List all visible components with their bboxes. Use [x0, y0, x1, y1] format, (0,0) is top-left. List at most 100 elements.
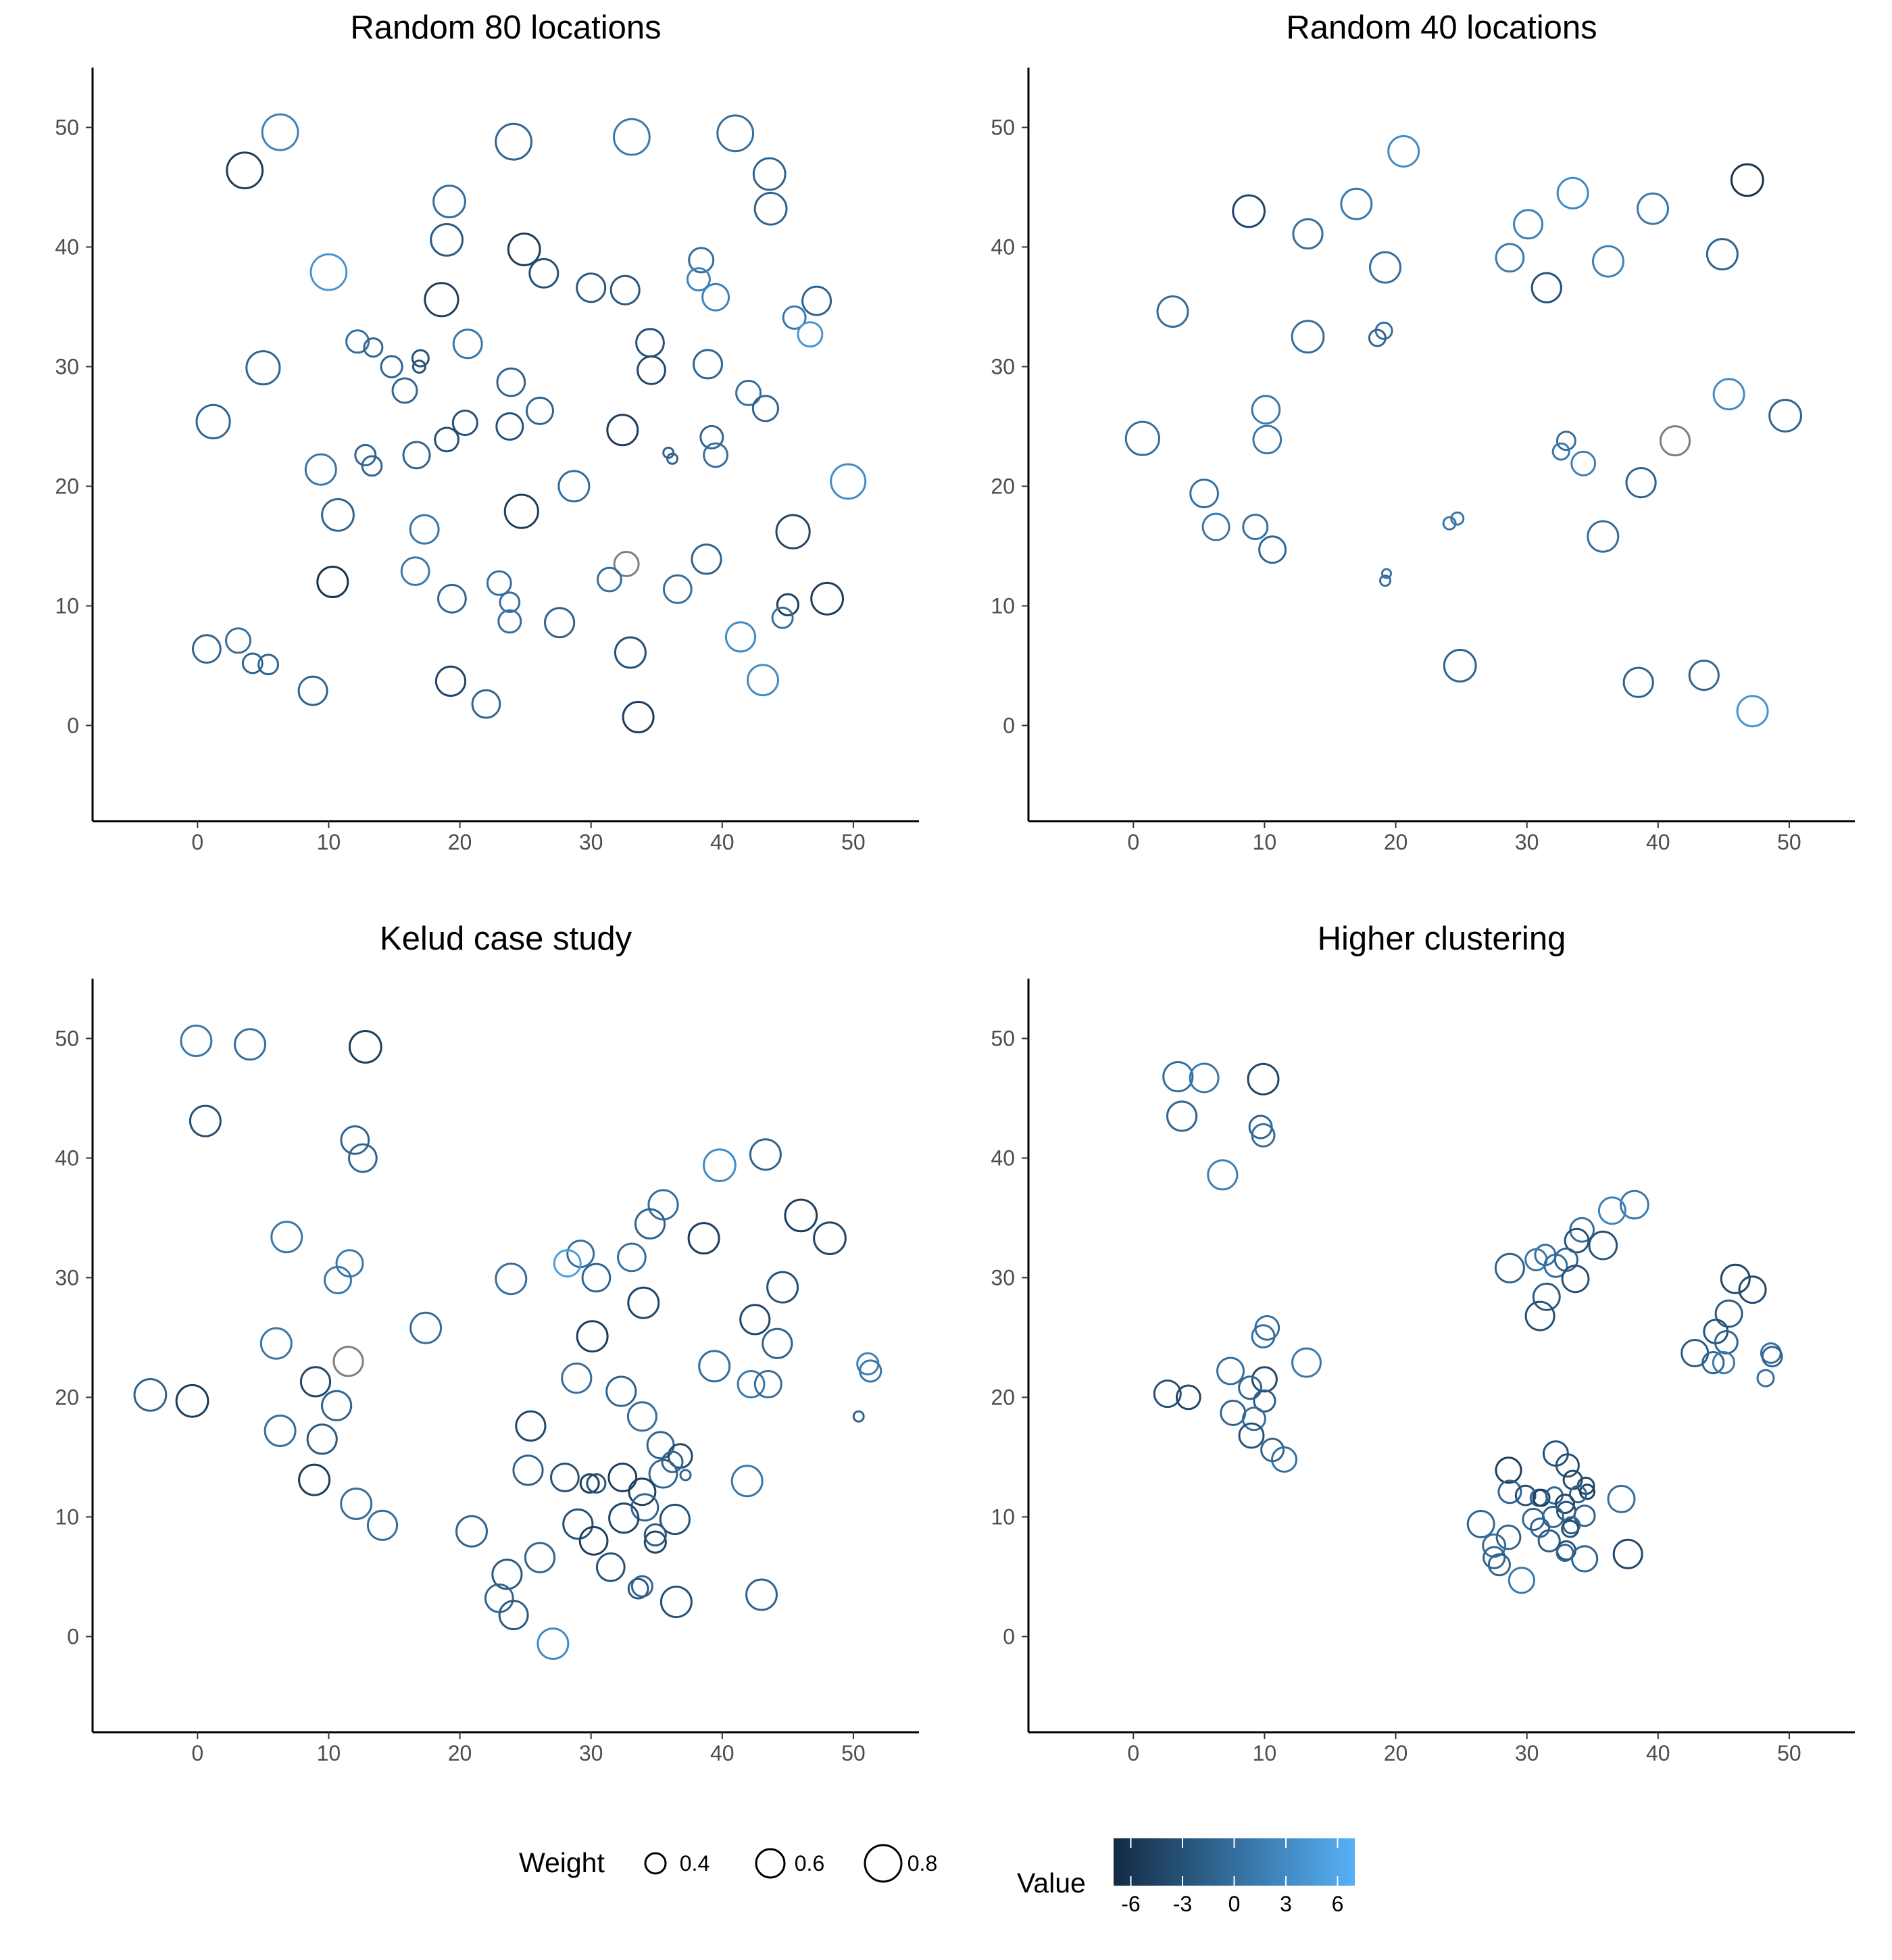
data-point [1568, 1485, 1587, 1504]
data-point [1251, 395, 1281, 425]
data-point [1537, 1529, 1561, 1552]
data-point [1714, 1299, 1743, 1328]
y-tick-label: 20 [55, 474, 79, 498]
x-tick-label: 0 [1127, 830, 1139, 854]
data-point [1555, 1453, 1580, 1478]
data-point [739, 1304, 771, 1336]
data-point [366, 1509, 399, 1541]
x-tick-label: 20 [1384, 1741, 1408, 1765]
data-point [1207, 1159, 1239, 1191]
data-point [1756, 1369, 1775, 1388]
data-point [430, 223, 464, 257]
x-tick-label: 10 [317, 830, 341, 854]
data-point [737, 1370, 766, 1398]
data-point [1483, 1546, 1506, 1569]
y-tick-label: 10 [991, 593, 1015, 618]
data-point [309, 253, 348, 291]
weight-legend-label: 0.8 [907, 1851, 937, 1876]
data-point [1340, 187, 1373, 220]
y-tick-label: 20 [991, 474, 1015, 498]
data-point [613, 118, 651, 156]
value-legend-title: Value [1017, 1867, 1086, 1898]
data-point [630, 1575, 653, 1598]
y-tick-label: 50 [991, 115, 1015, 139]
weight-legend-label: 0.4 [680, 1851, 710, 1876]
data-point [1379, 574, 1391, 587]
data-point [581, 1263, 612, 1293]
data-point [471, 689, 501, 719]
data-point [1495, 1456, 1522, 1484]
data-point [766, 1271, 799, 1304]
y-tick-label: 20 [991, 1385, 1015, 1409]
data-point [175, 1383, 209, 1418]
data-point [452, 328, 483, 360]
data-point [635, 328, 665, 358]
data-point [784, 1198, 818, 1233]
data-point [1761, 1346, 1783, 1368]
x-tick-label: 50 [1777, 1741, 1801, 1765]
data-point [1368, 328, 1387, 347]
data-point [1738, 1275, 1767, 1304]
data-point [1292, 218, 1324, 250]
data-point [578, 1525, 609, 1556]
data-point [553, 1249, 582, 1278]
data-point [1524, 1300, 1555, 1331]
data-point [180, 1025, 213, 1057]
data-point [648, 1459, 678, 1489]
data-point [1592, 245, 1624, 278]
data-point [643, 1530, 667, 1554]
data-point [1637, 192, 1669, 225]
data-point [503, 493, 539, 529]
x-tick-label: 30 [579, 1741, 603, 1765]
y-tick-label: 0 [1003, 1624, 1015, 1648]
panel-4: Higher clustering 0 10 20 30 40 50 0 10 20 30 40 50 [991, 921, 1855, 1765]
data-point [1387, 134, 1420, 168]
data-point [1513, 209, 1544, 240]
data-point [1251, 1324, 1276, 1349]
data-point [1166, 1100, 1198, 1132]
x-tick-label: 0 [191, 1741, 203, 1765]
y-tick-label: 50 [55, 1026, 79, 1050]
weight-legend-title: Weight [519, 1847, 605, 1878]
data-point [486, 570, 512, 596]
data-point [1291, 1347, 1322, 1378]
data-point [261, 113, 299, 151]
data-point [1251, 1123, 1276, 1148]
x-tick-label: 10 [1253, 1741, 1277, 1765]
data-point [402, 441, 431, 470]
data-point [771, 606, 794, 629]
data-point [630, 1493, 659, 1522]
data-point [628, 1477, 657, 1506]
data-point [751, 395, 780, 422]
data-point [225, 627, 251, 654]
y-tick-label: 0 [1003, 713, 1015, 737]
data-point [1532, 1488, 1551, 1507]
data-point [1551, 442, 1570, 461]
data-point [451, 410, 478, 437]
data-point [340, 1125, 370, 1155]
x-tick-label: 50 [841, 830, 866, 854]
x-tick-label: 40 [710, 830, 735, 854]
data-point [1442, 516, 1457, 531]
data-point [1564, 1227, 1590, 1254]
data-point [679, 1469, 692, 1481]
y-tick-label: 50 [991, 1026, 1015, 1050]
panel-title: Higher clustering [1318, 921, 1566, 957]
data-point [1736, 695, 1769, 728]
data-point [813, 1221, 847, 1255]
data-point [687, 1222, 720, 1255]
data-point [1238, 1375, 1263, 1400]
x-tick-label: 40 [1646, 830, 1670, 854]
x-tick-label: 40 [1646, 1741, 1670, 1765]
data-point [409, 1311, 443, 1344]
data-point [1247, 1062, 1280, 1096]
data-point [257, 654, 280, 676]
data-point [1588, 1230, 1618, 1260]
weight-legend: Weight 0.4 0.6 0.8 [519, 1844, 937, 1883]
data-point [411, 349, 430, 368]
data-point [437, 583, 467, 614]
data-point [400, 556, 430, 586]
data-point [634, 1208, 666, 1240]
data-point [762, 1327, 793, 1359]
